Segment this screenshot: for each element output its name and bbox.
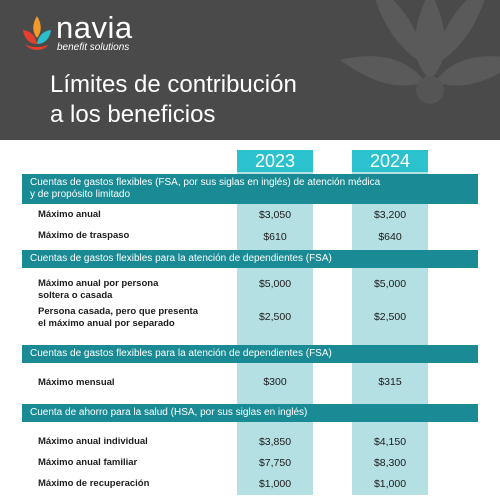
logo-tagline: benefit solutions [57,42,130,53]
value-2023: $610 [263,231,287,243]
row-label-line-2: soltera o casada [38,290,113,301]
section-header-fsa-dependent-monthly: Cuentas de gastos flexibles para la aten… [22,345,478,363]
row-label: Máximo de recuperación [38,478,150,489]
row-label-line-1: Máximo anual por persona [38,278,159,289]
section-header-hsa: Cuenta de ahorro para la salud (HSA, por… [22,404,478,422]
value-2023: $300 [263,376,287,388]
page-title: Límites de contribución a los beneficios [50,70,297,130]
row-label-line-1: Persona casada, pero que presenta [38,306,198,317]
header-banner: navia benefit solutions Límites de contr… [0,0,500,140]
section-title-line-2: y de propósito limitado [30,189,131,200]
row-label: Máximo anual familiar [38,457,138,468]
value-2024: $1,000 [373,478,407,490]
column-2023-background [237,150,313,495]
year-header-2023: 2023 [237,150,313,172]
value-2024: $2,500 [373,311,407,323]
row-label: Máximo anual [38,209,101,220]
flower-watermark-icon [340,0,500,104]
logo-wordmark: navia [56,10,133,45]
section-header-fsa-dependent: Cuentas de gastos flexibles para la aten… [22,250,478,268]
row-label: Máximo anual individual [38,436,148,447]
navia-logo: navia benefit solutions [20,10,150,56]
year-header-2024: 2024 [352,150,428,172]
page-title-line-2: a los beneficios [50,101,216,128]
page-title-line-1: Límites de contribución [50,71,297,98]
logo-petal-orange [33,16,41,38]
value-2024: $3,200 [373,209,407,221]
value-2024: $4,150 [373,436,407,448]
value-2024: $8,300 [373,457,407,469]
value-2023: $3,050 [258,209,292,221]
row-label: Máximo de traspaso [38,230,130,241]
navia-logo-icon [23,16,51,50]
section-title-line-1: Cuenta de ahorro para la salud (HSA, por… [30,407,308,418]
row-label: Máximo mensual [38,377,115,388]
section-header-fsa-medical: Cuentas de gastos flexibles (FSA, por su… [22,174,478,204]
value-2023: $7,750 [258,457,292,469]
value-2024: $5,000 [373,278,407,290]
value-2023: $3,850 [258,436,292,448]
section-title-line-1: Cuentas de gastos flexibles (FSA, por su… [30,177,381,188]
logo-petal-red [23,30,37,44]
logo-petal-teal [37,30,51,44]
value-2024: $640 [378,231,402,243]
column-2024-background [352,150,428,495]
row-label: Persona casada, pero que presenta el máx… [38,306,198,330]
value-2023: $2,500 [258,311,292,323]
row-label-line-2: el máximo anual por separado [38,318,175,329]
section-title-line-1: Cuentas de gastos flexibles para la aten… [30,348,332,359]
section-title-line-1: Cuentas de gastos flexibles para la aten… [30,253,332,264]
value-2023: $5,000 [258,278,292,290]
value-2023: $1,000 [258,478,292,490]
value-2024: $315 [378,376,402,388]
row-label: Máximo anual por persona soltera o casad… [38,278,158,302]
